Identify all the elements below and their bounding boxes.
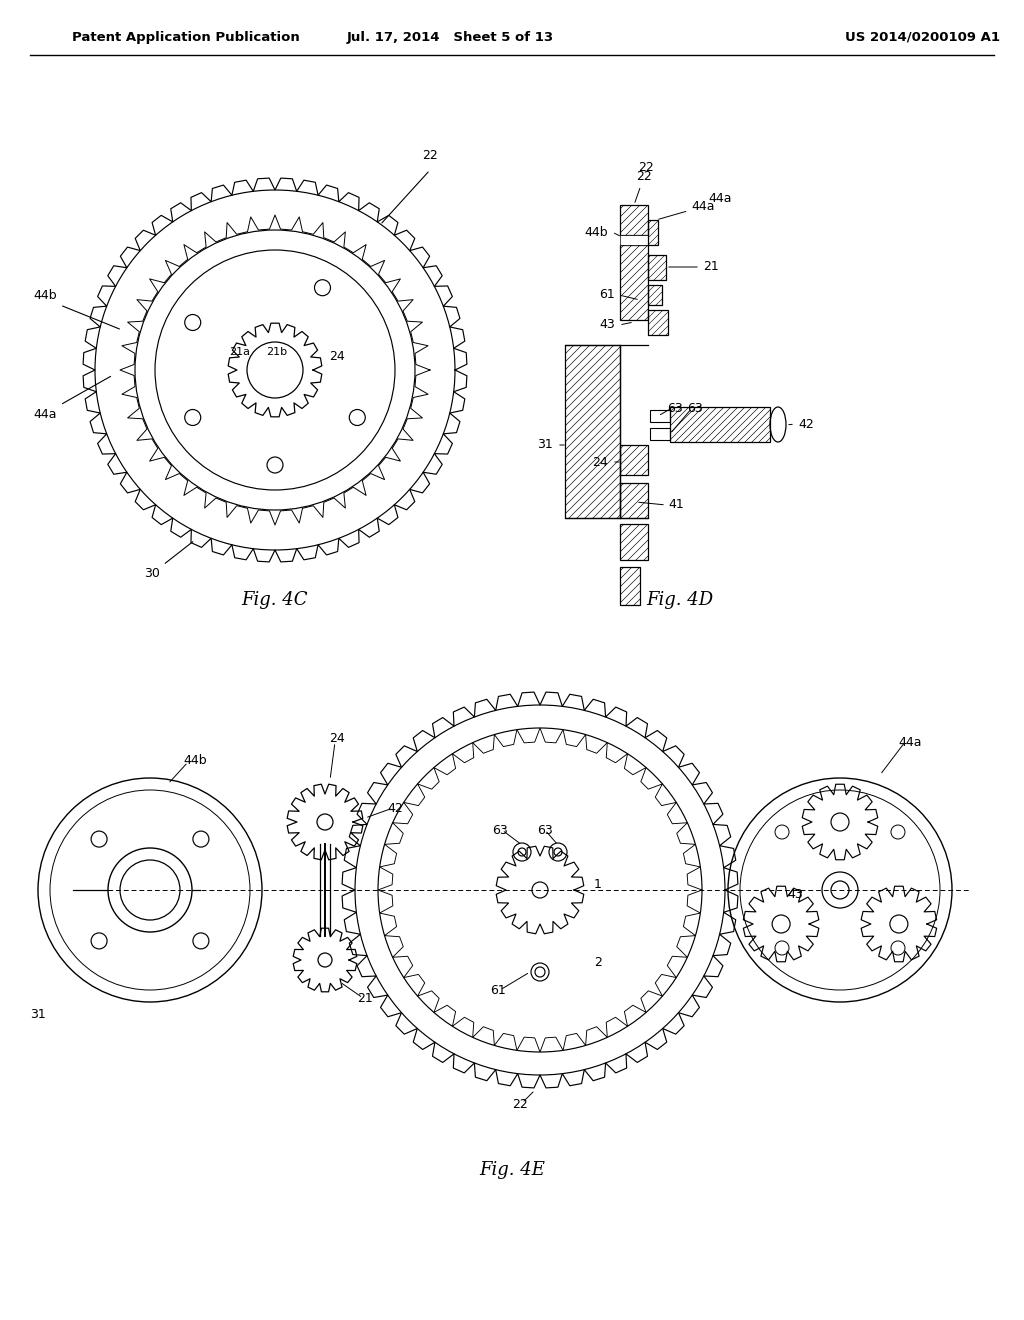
Text: 44b: 44b bbox=[183, 754, 207, 767]
Text: 44b: 44b bbox=[585, 226, 608, 239]
Text: 22: 22 bbox=[638, 161, 654, 174]
Text: 44a: 44a bbox=[898, 735, 922, 748]
Text: Fig. 4C: Fig. 4C bbox=[242, 591, 308, 609]
Text: 22: 22 bbox=[635, 170, 652, 202]
Text: Patent Application Publication: Patent Application Publication bbox=[72, 30, 300, 44]
Text: 44a: 44a bbox=[658, 201, 715, 219]
Bar bbox=[620, 483, 648, 517]
Text: Fig. 4D: Fig. 4D bbox=[646, 591, 714, 609]
Bar bbox=[648, 220, 658, 246]
Text: 21: 21 bbox=[703, 260, 719, 273]
Text: 1: 1 bbox=[594, 879, 602, 891]
Bar bbox=[620, 205, 648, 235]
Text: 61: 61 bbox=[599, 289, 615, 301]
Text: 24: 24 bbox=[329, 350, 345, 363]
Text: 63: 63 bbox=[687, 401, 702, 414]
Bar bbox=[670, 407, 770, 442]
Text: 24: 24 bbox=[592, 455, 608, 469]
Text: 21: 21 bbox=[357, 991, 373, 1005]
Text: 42: 42 bbox=[387, 801, 402, 814]
Text: 43: 43 bbox=[599, 318, 615, 331]
Text: 21b: 21b bbox=[266, 347, 288, 356]
Text: Fig. 4E: Fig. 4E bbox=[479, 1162, 545, 1179]
Text: 31: 31 bbox=[30, 1008, 46, 1022]
Text: 31: 31 bbox=[538, 438, 553, 451]
Text: 44a: 44a bbox=[708, 191, 731, 205]
Bar bbox=[648, 310, 668, 335]
Text: 42: 42 bbox=[798, 417, 814, 430]
Text: 63: 63 bbox=[538, 824, 553, 837]
Bar bbox=[620, 524, 648, 560]
Bar bbox=[620, 235, 648, 246]
Bar bbox=[620, 246, 648, 319]
Bar bbox=[565, 345, 620, 517]
Text: 61: 61 bbox=[490, 983, 506, 997]
Text: 44a: 44a bbox=[34, 408, 57, 421]
Text: 30: 30 bbox=[144, 568, 160, 579]
Bar bbox=[650, 428, 670, 440]
Text: 44b: 44b bbox=[34, 289, 57, 302]
Text: 21a: 21a bbox=[229, 347, 251, 356]
Text: 2: 2 bbox=[594, 956, 602, 969]
Text: 22: 22 bbox=[422, 149, 438, 162]
Text: 63: 63 bbox=[667, 401, 683, 414]
Bar bbox=[620, 445, 648, 475]
Bar bbox=[648, 285, 662, 305]
Text: 43: 43 bbox=[787, 888, 803, 902]
Bar bbox=[620, 568, 640, 605]
Text: 22: 22 bbox=[512, 1098, 528, 1111]
Text: 63: 63 bbox=[493, 824, 508, 837]
Text: 41: 41 bbox=[668, 499, 684, 511]
Text: 24: 24 bbox=[329, 731, 345, 744]
Text: Jul. 17, 2014   Sheet 5 of 13: Jul. 17, 2014 Sheet 5 of 13 bbox=[346, 30, 554, 44]
Bar bbox=[650, 411, 670, 422]
Text: US 2014/0200109 A1: US 2014/0200109 A1 bbox=[845, 30, 1000, 44]
Bar bbox=[648, 255, 666, 280]
